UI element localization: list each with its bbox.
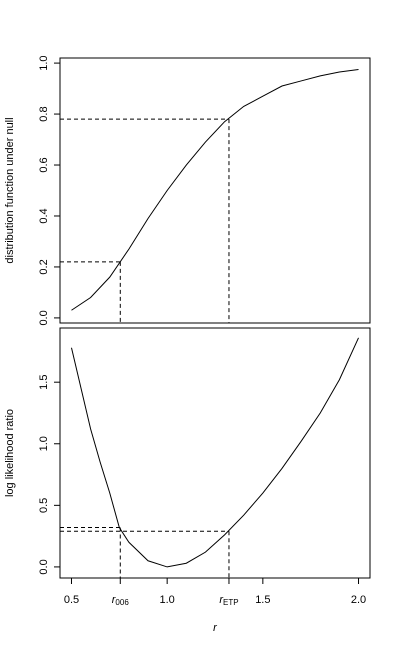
x-tick-label-main: r (112, 594, 117, 606)
curve (70, 337, 359, 568)
y-tick-label: 0.0 (38, 559, 50, 574)
x-tick-label: 1.0 (160, 594, 175, 606)
x-tick-label: rETP (219, 594, 238, 607)
plot-frame (59, 327, 371, 579)
y-tick-label: 0.5 (38, 498, 50, 513)
x-tick-label-main: 1.0 (160, 594, 175, 606)
y-tick-label: 1.5 (38, 375, 50, 390)
x-axis-label: r (213, 622, 218, 634)
curve (71, 68, 359, 311)
x-tick-label-subscript: ETP (223, 598, 239, 607)
y-tick-label: 0.0 (38, 310, 50, 325)
x-tick-label-subscript: 006 (115, 598, 129, 607)
x-tick-label: 1.5 (255, 594, 270, 606)
y-tick-label: 0.2 (38, 259, 50, 274)
x-tick-label-main: r (219, 594, 224, 606)
x-tick-label: 2.0 (351, 594, 366, 606)
y-tick-label: 0.4 (38, 208, 50, 223)
x-tick-label: 0.5 (64, 594, 79, 606)
y-tick-label: 1.0 (38, 55, 50, 70)
y-tick-label: 0.8 (38, 106, 50, 121)
x-tick-label-main: 2.0 (351, 594, 366, 606)
plot-frame (59, 57, 371, 324)
x-tick-label: r006 (112, 594, 130, 607)
y-axis-label: distribution function under null (4, 117, 16, 263)
y-tick-label: 0.6 (38, 157, 50, 172)
y-axis-label: log likelihood ratio (4, 409, 16, 497)
y-tick-label: 1.0 (38, 436, 50, 451)
